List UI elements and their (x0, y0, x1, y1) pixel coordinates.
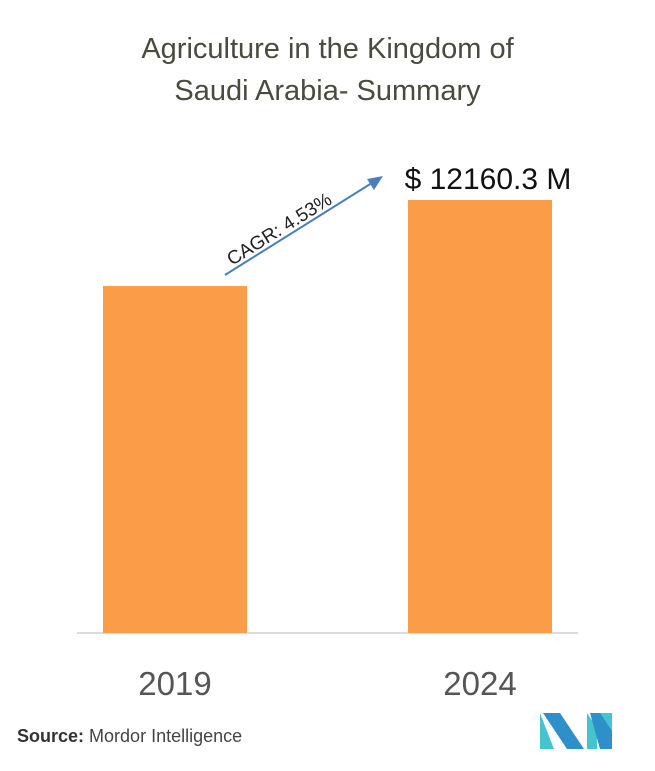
title-line-2: Saudi Arabia- Summary (174, 75, 481, 107)
source-note: Source: Mordor Intelligence (17, 726, 242, 747)
chart-title: Agriculture in the Kingdom of Saudi Arab… (0, 28, 655, 112)
source-label: Source: (17, 726, 85, 746)
bar-2019 (103, 286, 247, 633)
title-line-1: Agriculture in the Kingdom of (141, 33, 514, 65)
data-label-2024: $ 12160.3 M (405, 163, 572, 196)
cagr-arrow (224, 180, 376, 276)
x-tick-2019: 2019 (138, 665, 211, 702)
cagr-label: CAGR: 4.53% (224, 189, 336, 270)
source-value: Mordor Intelligence (89, 726, 243, 746)
bar-2024 (408, 200, 552, 633)
x-tick-2024: 2024 (443, 665, 516, 702)
bar-chart: 2019 2024 $ 12160.3 M CAGR: 4.53% (77, 163, 578, 702)
mordor-logo (540, 713, 612, 749)
cagr-arrowhead (367, 176, 383, 190)
